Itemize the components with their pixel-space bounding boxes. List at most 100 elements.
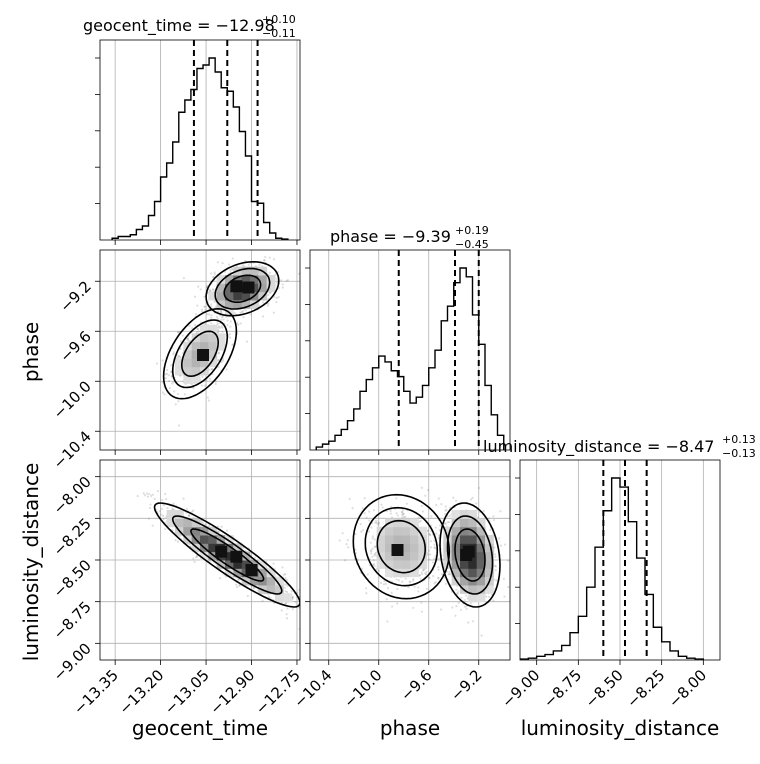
density-cell [460, 510, 469, 519]
sample-point [149, 503, 152, 506]
sample-point [371, 555, 374, 558]
sample-point [437, 576, 440, 579]
sample-point [418, 520, 421, 523]
sample-point [365, 516, 368, 519]
sample-point [448, 520, 451, 524]
y-tick-label-luminosity-distance: −9.00 [50, 639, 95, 684]
density-cell [191, 366, 201, 376]
density-cell [175, 358, 184, 368]
panel-frame [309, 249, 511, 451]
density-cell [468, 568, 478, 578]
density-cell [418, 551, 428, 561]
sample-point [196, 327, 199, 330]
sample-point [272, 311, 275, 314]
x-tick-label-phase: −9.6 [397, 666, 435, 704]
sample-point [401, 511, 404, 514]
sample-point [284, 602, 287, 605]
sample-point [401, 513, 404, 517]
sample-point [365, 592, 368, 595]
sample-point [377, 569, 381, 572]
sample-point [195, 555, 198, 558]
sample-point [418, 574, 421, 577]
sample-point [439, 608, 443, 611]
density-cell [233, 560, 243, 569]
density-cell [393, 518, 403, 528]
sample-point [433, 546, 436, 549]
density-cell [200, 366, 209, 376]
x-tick-label-geocent-time: −13.05 [161, 666, 213, 718]
sample-point [203, 295, 206, 298]
sample-point [165, 368, 169, 372]
sample-point [215, 315, 219, 319]
sample-point [220, 311, 223, 314]
sample-point [242, 316, 245, 319]
sample-point [160, 513, 163, 516]
density-cell [476, 526, 486, 536]
sample-point [225, 529, 229, 532]
sample-point [220, 360, 223, 364]
sample-point [252, 586, 255, 590]
sample-point [151, 493, 154, 496]
sample-point [181, 334, 184, 337]
sample-point [217, 330, 220, 333]
sample-point [390, 605, 394, 608]
sample-point [269, 291, 272, 294]
sample-point [499, 510, 502, 513]
density-cell [393, 535, 403, 544]
sample-point [151, 524, 154, 527]
sample-point [221, 326, 224, 329]
sample-point [294, 600, 297, 604]
sample-point [267, 293, 270, 297]
sample-point [142, 492, 145, 495]
sample-point [429, 546, 433, 549]
sample-point [371, 547, 374, 550]
sample-point [246, 594, 249, 598]
density-cell [216, 283, 226, 293]
sample-point [460, 596, 463, 599]
density-cell [216, 341, 226, 351]
sample-point [373, 553, 377, 556]
sample-point [383, 579, 386, 583]
sample-point [229, 320, 232, 323]
sample-point [463, 599, 466, 602]
sample-point [439, 524, 442, 527]
density-cell [460, 576, 469, 586]
sample-point [172, 502, 175, 505]
sample-point [249, 313, 253, 316]
density-peak [230, 550, 243, 563]
sample-point [205, 285, 209, 288]
sample-point [379, 581, 383, 585]
sample-point [477, 486, 481, 490]
density-cell [485, 560, 494, 569]
sample-point [216, 359, 220, 362]
sample-point [373, 554, 376, 557]
sample-point [456, 592, 459, 595]
sample-point [221, 262, 224, 265]
sample-point [452, 496, 455, 499]
sample-point [217, 351, 220, 354]
sample-point [277, 295, 280, 299]
sample-point [384, 582, 387, 585]
sample-point [187, 514, 190, 517]
sample-point [146, 495, 150, 498]
sample-point [201, 375, 204, 379]
sample-point [298, 589, 300, 592]
density-cell [410, 560, 419, 569]
sample-point [390, 591, 393, 594]
sample-point [239, 322, 242, 325]
sample-point [412, 577, 415, 581]
sample-point [497, 537, 501, 540]
sample-point [492, 518, 496, 522]
sample-point [469, 498, 473, 501]
sample-point [424, 572, 427, 575]
sample-point [413, 585, 416, 588]
y-tick-label-luminosity-distance: −8.50 [50, 556, 95, 601]
sample-point [356, 558, 359, 561]
sample-point [291, 608, 294, 611]
sample-point [269, 596, 272, 599]
sample-point [167, 374, 170, 377]
sample-point [465, 607, 468, 611]
density-cell [258, 568, 268, 578]
sample-point [162, 518, 165, 521]
